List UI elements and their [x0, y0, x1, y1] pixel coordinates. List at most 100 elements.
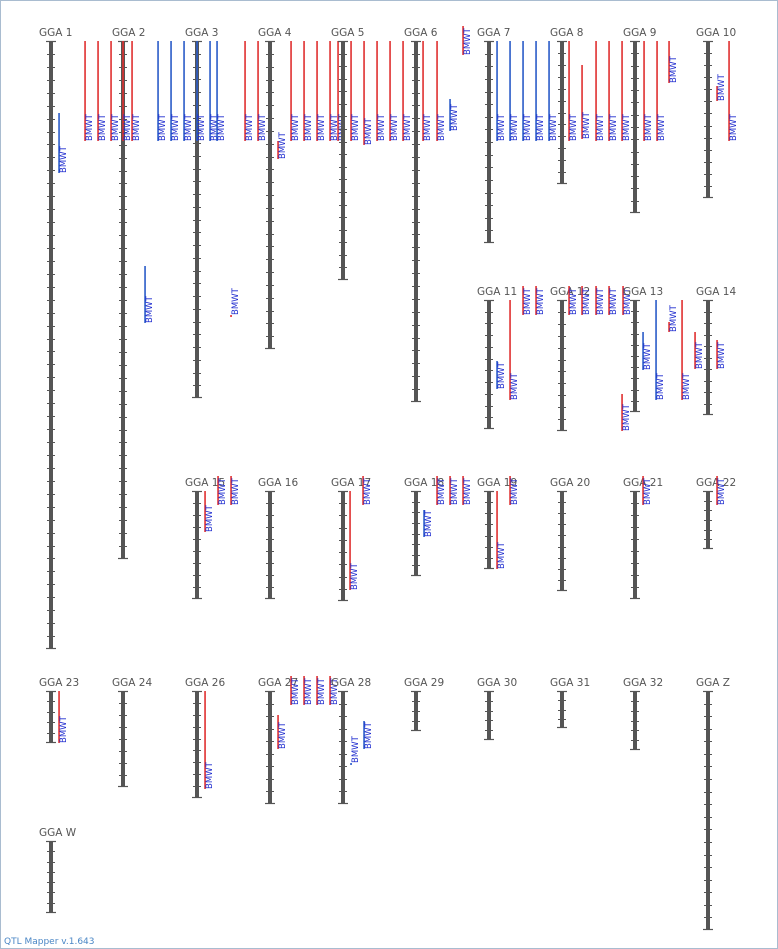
qtl-trait-label[interactable]: BMWT [123, 113, 133, 141]
qtl-bar[interactable] [157, 41, 159, 141]
qtl-trait-label[interactable]: BMWT [217, 113, 227, 141]
qtl-interval[interactable]: BMWT [595, 41, 606, 141]
qtl-bar[interactable] [257, 41, 259, 141]
qtl-trait-label[interactable]: BMWT [278, 721, 288, 749]
qtl-bar[interactable] [144, 266, 146, 323]
qtl-bar[interactable] [548, 41, 550, 141]
qtl-trait-label[interactable]: BMWT [569, 287, 579, 315]
qtl-interval[interactable]: BMWT [303, 676, 314, 705]
qtl-bar[interactable] [535, 286, 537, 315]
qtl-interval[interactable]: BMWT [568, 286, 579, 315]
qtl-bar[interactable] [522, 286, 524, 315]
qtl-interval[interactable]: BMWT [621, 41, 632, 141]
qtl-trait-label[interactable]: BMWT [304, 677, 314, 705]
qtl-interval[interactable]: BMWT [303, 41, 314, 141]
qtl-bar[interactable] [303, 676, 305, 705]
qtl-bar[interactable] [716, 86, 718, 101]
qtl-interval[interactable]: BMWT [402, 41, 413, 141]
qtl-interval[interactable]: BMWT [655, 300, 666, 400]
qtl-trait-label[interactable]: BMWT [437, 477, 447, 505]
qtl-bar[interactable] [244, 41, 246, 141]
qtl-bar[interactable] [303, 41, 305, 141]
qtl-interval[interactable]: BMWT [329, 41, 340, 141]
qtl-trait-label[interactable]: BMWT [644, 113, 654, 141]
qtl-bar[interactable] [496, 41, 498, 141]
qtl-bar[interactable] [230, 315, 232, 317]
qtl-interval[interactable]: BMWT [350, 735, 361, 765]
qtl-interval[interactable]: BMWT [621, 394, 632, 431]
qtl-interval[interactable]: BMWT [209, 41, 220, 141]
qtl-interval[interactable]: BMWT [436, 41, 447, 141]
qtl-bar[interactable] [496, 491, 498, 569]
qtl-trait-label[interactable]: BMWT [623, 287, 633, 315]
qtl-interval[interactable]: BMWT [668, 41, 679, 83]
qtl-interval[interactable]: BMWT [362, 476, 373, 505]
qtl-trait-label[interactable]: BMWT [450, 103, 460, 131]
qtl-bar[interactable] [568, 41, 570, 141]
qtl-bar[interactable] [337, 41, 339, 141]
qtl-interval[interactable]: BMWT [122, 41, 133, 141]
qtl-bar[interactable] [581, 65, 583, 139]
qtl-trait-label[interactable]: BMWT [510, 372, 520, 400]
qtl-trait-label[interactable]: BMWT [145, 295, 155, 323]
qtl-interval[interactable]: BMWT [257, 41, 268, 141]
qtl-bar[interactable] [363, 41, 365, 145]
qtl-trait-label[interactable]: BMWT [390, 113, 400, 141]
qtl-trait-label[interactable]: BMWT [582, 287, 592, 315]
qtl-interval[interactable]: BMWT [316, 41, 327, 141]
qtl-bar[interactable] [277, 141, 279, 159]
qtl-bar[interactable] [509, 41, 511, 141]
qtl-interval[interactable]: BMWT [716, 73, 727, 101]
qtl-bar[interactable] [389, 41, 391, 141]
qtl-interval[interactable]: BMWT [97, 41, 108, 141]
qtl-trait-label[interactable]: BMWT [205, 761, 215, 789]
qtl-interval[interactable]: BMWT [462, 476, 473, 505]
qtl-trait-label[interactable]: BMWT [682, 372, 692, 400]
qtl-trait-label[interactable]: BMWT [364, 117, 374, 145]
qtl-interval[interactable]: BMWT [183, 41, 194, 141]
qtl-bar[interactable] [655, 300, 657, 400]
qtl-trait-label[interactable]: BMWT [330, 677, 340, 705]
qtl-trait-label[interactable]: BMWT [304, 113, 314, 141]
qtl-trait-label[interactable]: BMWT [278, 131, 288, 159]
qtl-interval[interactable]: BMWT [277, 715, 288, 749]
qtl-bar[interactable] [110, 41, 112, 141]
qtl-bar[interactable] [196, 41, 198, 141]
qtl-interval[interactable]: BMWT [716, 340, 727, 369]
qtl-interval[interactable]: BMWT [694, 332, 705, 369]
qtl-bar[interactable] [350, 41, 352, 141]
qtl-bar[interactable] [716, 476, 718, 505]
qtl-bar[interactable] [217, 476, 219, 505]
qtl-interval[interactable]: BMWT [716, 476, 727, 505]
qtl-interval[interactable]: BMWT [204, 691, 215, 789]
qtl-interval[interactable]: BMWT [522, 41, 533, 141]
qtl-interval[interactable]: BMWT [568, 41, 579, 141]
qtl-bar[interactable] [642, 476, 644, 505]
qtl-bar[interactable] [209, 41, 211, 141]
qtl-trait-label[interactable]: BMWT [210, 113, 220, 141]
qtl-trait-label[interactable]: BMWT [317, 113, 327, 141]
qtl-trait-label[interactable]: BMWT [184, 113, 194, 141]
qtl-trait-label[interactable]: BMWT [669, 304, 679, 332]
qtl-interval[interactable]: BMWT [290, 676, 301, 705]
qtl-bar[interactable] [522, 41, 524, 141]
qtl-bar[interactable] [376, 41, 378, 141]
qtl-interval[interactable]: BMWT [581, 286, 592, 315]
qtl-interval[interactable]: BMWT [144, 266, 155, 323]
qtl-interval[interactable]: BMWT [436, 476, 447, 505]
qtl-interval[interactable]: BMWT [462, 26, 473, 55]
qtl-bar[interactable] [449, 99, 451, 131]
qtl-interval[interactable]: BMWT [496, 491, 507, 569]
qtl-trait-label[interactable]: BMWT [59, 715, 69, 743]
qtl-interval[interactable]: BMWT [642, 476, 653, 505]
qtl-interval[interactable]: BMWT [230, 287, 241, 317]
qtl-bar[interactable] [449, 476, 451, 505]
qtl-interval[interactable]: BMWT [728, 41, 739, 141]
qtl-interval[interactable]: BMWT [217, 476, 228, 505]
qtl-interval[interactable]: BMWT [170, 41, 181, 141]
qtl-bar[interactable] [183, 41, 185, 141]
qtl-bar[interactable] [170, 41, 172, 141]
qtl-trait-label[interactable]: BMWT [171, 113, 181, 141]
qtl-trait-label[interactable]: BMWT [231, 477, 241, 505]
qtl-trait-label[interactable]: BMWT [622, 113, 632, 141]
